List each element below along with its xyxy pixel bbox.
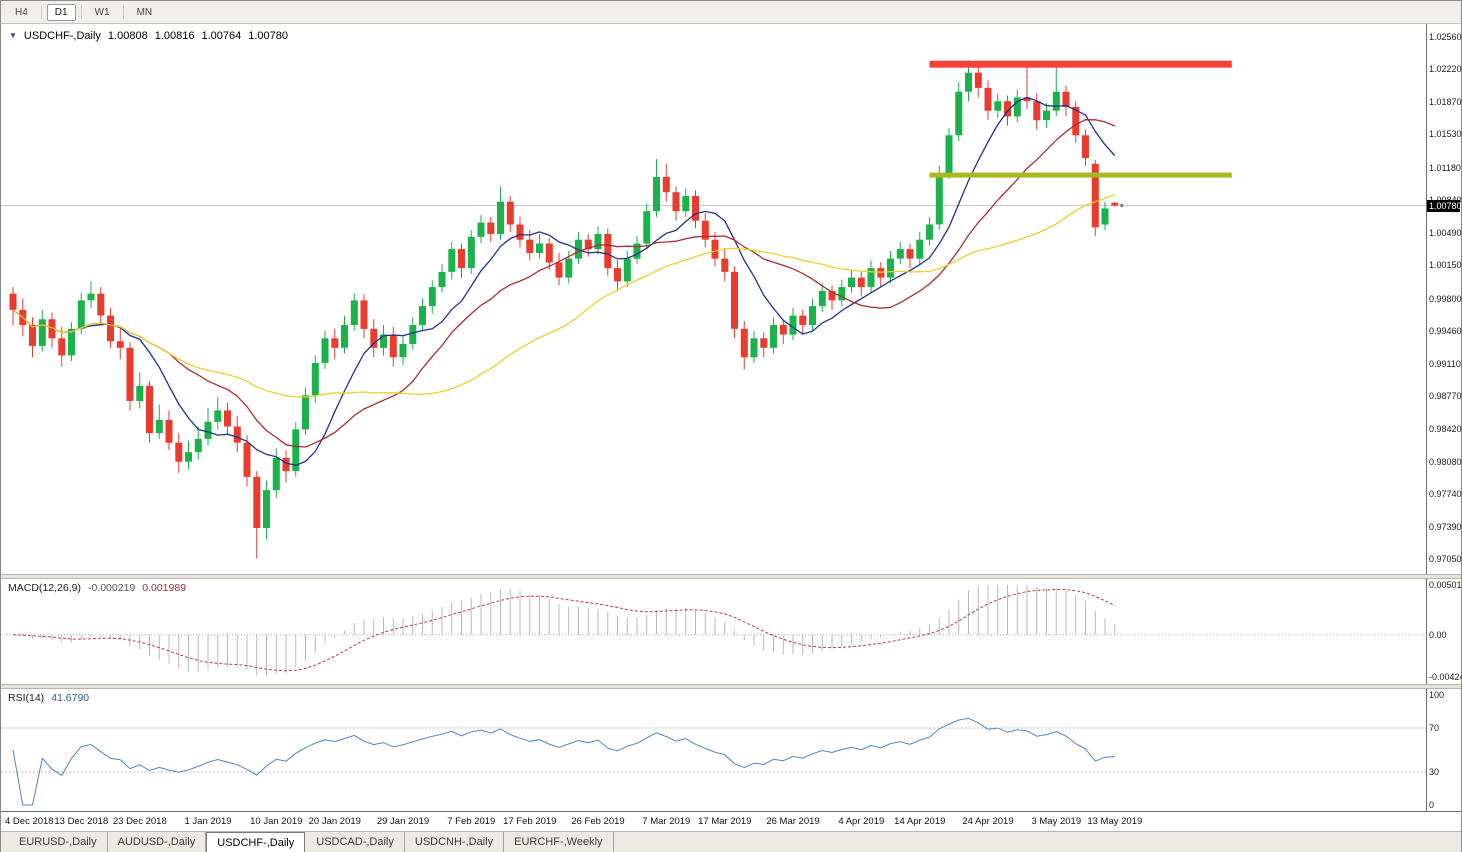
- ohlc-open: 1.00808: [107, 30, 148, 42]
- date-axis-label: 26 Feb 2019: [571, 816, 625, 827]
- ohlc-high: 1.00816: [154, 30, 195, 42]
- date-axis[interactable]: 4 Dec 2018 13 Dec 2018 23 Dec 2018 1 Jan 20…: [1, 811, 1461, 831]
- date-axis-label: 24 Apr 2019: [962, 816, 1014, 827]
- tab-usdchf-daily[interactable]: USDCHF-,Daily: [206, 832, 306, 852]
- rsi-name: RSI(14): [8, 692, 45, 704]
- macd-panel: MACD(12,26,9) -0.000219 0.001989 0.00501…: [1, 579, 1462, 684]
- date-axis-label: 4 Apr 2019: [838, 816, 885, 827]
- macd-main-value: -0.000219: [87, 582, 136, 594]
- price-axis-label: 1.02560: [1429, 31, 1462, 42]
- date-axis-label: 14 Apr 2019: [894, 816, 946, 827]
- price-axis-label: 0.98420: [1429, 424, 1462, 435]
- date-axis-label: 13 May 2019: [1087, 816, 1143, 827]
- price-axis-label: 1.01870: [1429, 97, 1462, 108]
- date-axis-label: 23 Dec 2018: [112, 816, 167, 827]
- resistance-line[interactable]: [929, 60, 1232, 68]
- rsi-axis-label: 0: [1429, 800, 1435, 810]
- macd-plot[interactable]: MACD(12,26,9) -0.000219 0.001989: [1, 579, 1426, 684]
- price-axis-label: 0.97740: [1429, 488, 1462, 499]
- rsi-value: 41.6790: [51, 692, 90, 704]
- timeframe-button-w1[interactable]: W1: [94, 6, 110, 18]
- chart-symbol-title: USDCHF-,Daily: [23, 30, 101, 42]
- tab-audusd-daily[interactable]: AUDUSD-,Daily: [108, 832, 207, 852]
- rsi-axis-label: 100: [1429, 690, 1445, 700]
- macd-signal-value: 0.001989: [142, 582, 187, 594]
- date-axis-label: 4 Dec 2018: [5, 816, 54, 827]
- date-axis-label: 20 Jan 2019: [308, 816, 361, 827]
- toolbar-separator: [122, 5, 124, 19]
- rsi-axis-label: 30: [1429, 767, 1440, 777]
- macd-axis-label: 0.00501: [1429, 580, 1462, 590]
- date-axis-label: 10 Jan 2019: [250, 816, 303, 827]
- rsi-axis-label: 70: [1429, 723, 1440, 733]
- price-axis-label: 0.98080: [1429, 456, 1462, 467]
- price-axis-label: 0.99110: [1429, 358, 1461, 369]
- price-axis-label: 1.00490: [1429, 228, 1462, 238]
- rsi-label: RSI(14) 41.6790: [8, 692, 89, 704]
- ohlc-low: 1.00764: [201, 30, 242, 42]
- timeframe-button-d1[interactable]: D1: [46, 3, 76, 21]
- price-axis-label: 1.01530: [1429, 129, 1462, 140]
- macd-axis[interactable]: 0.00501 0.00 -0.00424: [1426, 579, 1462, 684]
- chart-menu-icon[interactable]: ▼: [9, 31, 17, 40]
- last-price-marker: [1120, 203, 1124, 208]
- timeframe-button-h4[interactable]: H4: [15, 6, 28, 18]
- date-axis-label: 17 Feb 2019: [503, 816, 557, 827]
- date-axis-label: 7 Feb 2019: [447, 816, 496, 827]
- main-chart-panel: ▼ USDCHF-,Daily 1.00808 1.00816 1.00764 …: [1, 24, 1462, 574]
- tab-usdcad-daily[interactable]: USDCAD-,Daily: [306, 832, 405, 852]
- ohlc-close: 1.00780: [248, 30, 288, 42]
- price-axis[interactable]: 1.00780 1.02560 1.02220 1.01870 1.01530 1.01…: [1426, 24, 1462, 574]
- toolbar-separator: [80, 5, 82, 19]
- rsi-plot[interactable]: RSI(14) 41.6790: [1, 689, 1426, 811]
- price-axis-label: 1.02220: [1429, 63, 1462, 74]
- timeframe-button-mn[interactable]: MN: [136, 6, 153, 18]
- price-axis-label: 1.00150: [1429, 260, 1462, 271]
- date-axis-label: 1 Jan 2019: [184, 816, 232, 827]
- date-axis-label: 3 May 2019: [1031, 816, 1082, 827]
- price-axis-label: 0.98770: [1429, 391, 1462, 402]
- tab-eurchf-weekly[interactable]: EURCHF-,Weekly: [504, 832, 614, 852]
- chart-tab-bar: EURUSD-,Daily AUDUSD-,Daily USDCHF-,Dail…: [1, 831, 1461, 852]
- price-axis-label: 0.99800: [1429, 293, 1462, 304]
- date-axis-label: 26 Mar 2019: [766, 816, 820, 827]
- macd-label: MACD(12,26,9) -0.000219 0.001989: [8, 582, 186, 594]
- rsi-axis[interactable]: 100 70 30 0: [1426, 689, 1461, 811]
- panel-splitter-macd[interactable]: [1, 574, 1461, 579]
- date-axis-label: 7 Mar 2019: [642, 816, 691, 827]
- price-axis-label: 0.99460: [1429, 325, 1462, 336]
- panel-splitter-rsi[interactable]: [1, 684, 1461, 689]
- tab-usdcnh-daily[interactable]: USDCNH-,Daily: [405, 832, 505, 852]
- macd-axis-label: -0.00424: [1429, 672, 1462, 682]
- date-axis-label: 13 Dec 2018: [54, 816, 109, 827]
- bid-price-badge: 1.00780: [1427, 199, 1462, 212]
- price-axis-label: 0.97390: [1429, 522, 1462, 533]
- toolbar: H4 D1 W1 MN: [1, 1, 1461, 24]
- chart-title-bar: ▼ USDCHF-,Daily 1.00808 1.00816 1.00764 …: [9, 30, 288, 42]
- toolbar-separator: [40, 5, 42, 19]
- tab-eurusd-daily[interactable]: EURUSD-,Daily: [9, 832, 108, 852]
- date-axis-label: 17 Mar 2019: [698, 816, 752, 827]
- rsi-panel: RSI(14) 41.6790 100 70 30 0: [1, 689, 1461, 811]
- price-axis-label: 1.01180: [1429, 162, 1461, 173]
- macd-name: MACD(12,26,9): [8, 582, 81, 594]
- date-axis-label: 29 Jan 2019: [376, 816, 430, 827]
- main-chart-plot[interactable]: ▼ USDCHF-,Daily 1.00808 1.00816 1.00764 …: [1, 24, 1426, 574]
- macd-axis-label: 0.00: [1429, 629, 1447, 640]
- price-axis-label: 0.97050: [1429, 554, 1462, 565]
- support-line[interactable]: [929, 172, 1232, 178]
